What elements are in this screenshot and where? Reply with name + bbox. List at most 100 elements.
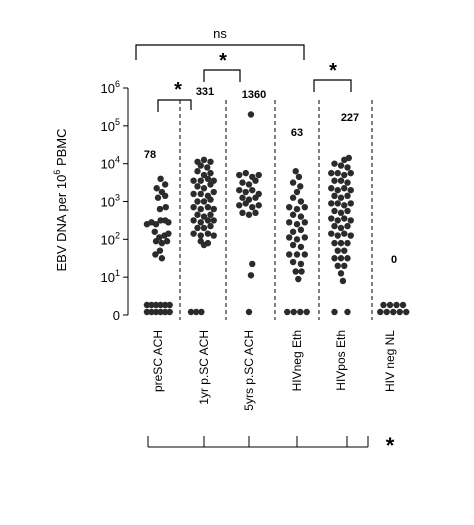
data-point [197,205,204,213]
y-tick-label: 102 [101,230,120,247]
median-label: 331 [196,86,214,98]
data-point [187,308,195,316]
data-point [190,203,197,211]
data-point [297,308,304,316]
y-tick-label: 105 [101,117,120,134]
data-point [301,234,308,241]
data-point [337,194,345,201]
data-point [341,202,348,209]
data-point [153,185,160,192]
median-label: 63 [291,127,303,139]
data-point [386,301,394,309]
data-point [347,217,354,224]
data-point [293,236,301,243]
significance-bracket [313,79,352,92]
data-point [200,198,208,205]
data-point [293,188,301,196]
data-point [396,308,403,316]
data-point [157,175,164,182]
data-point [328,215,335,222]
data-point [337,239,345,247]
data-point [194,183,201,190]
data-point [163,238,171,245]
data-point [245,308,253,316]
data-point [197,219,204,226]
data-point [158,239,166,247]
data-point [284,308,291,316]
data-point [166,301,173,309]
data-point [210,188,217,196]
data-point [380,301,387,309]
data-point [347,186,354,194]
data-point [245,181,253,188]
significance-label-ns: ns [213,26,227,41]
data-point [157,308,164,316]
data-point [289,211,297,218]
data-point [154,194,162,201]
data-point [339,277,347,285]
data-point [344,222,351,230]
data-point [334,217,341,224]
category-label: 5yrs p.SC ACH [242,330,256,411]
data-point [344,192,351,200]
data-point [292,168,299,175]
data-point [337,270,345,277]
data-point [286,251,293,258]
data-point [242,188,249,196]
data-point [303,308,310,316]
data-point [295,173,303,181]
category-label: HIV neg NL [383,330,397,392]
data-point [341,215,348,222]
data-point [399,301,407,309]
y-tick-label: 0 [113,308,120,323]
data-point [341,185,348,192]
data-point [152,251,159,258]
data-point [255,202,262,209]
data-point [194,211,201,218]
data-point [239,179,246,186]
data-point [210,205,217,213]
data-point [210,217,217,224]
data-point [328,169,335,177]
data-point [158,255,166,262]
data-point [152,221,160,228]
data-point [252,209,259,217]
data-point [148,301,155,309]
data-point [165,219,172,226]
data-point [293,251,301,258]
data-point [334,232,341,239]
data-point [247,272,255,279]
data-point [334,262,341,270]
data-point [194,224,201,232]
median-label: 1360 [242,89,266,101]
data-point [207,181,214,188]
significance-bracket [157,99,192,112]
data-point [297,213,305,220]
data-point [197,177,204,184]
data-point [249,186,256,194]
data-point [236,171,243,179]
data-point [252,194,259,201]
y-tick-label: 103 [101,193,120,210]
data-point [143,308,151,316]
data-point [166,308,173,316]
data-point [297,226,305,234]
median-label: 227 [341,112,359,124]
data-point [242,169,249,177]
data-point [341,262,348,270]
data-point [301,203,308,211]
data-point [341,247,348,254]
data-point [289,179,297,186]
data-point [286,203,293,211]
data-point [331,255,338,262]
y-tick-label: 106 [101,79,120,96]
data-point [297,243,305,251]
data-point [194,198,201,205]
data-point [403,308,410,316]
data-point [236,202,243,209]
data-point [193,308,200,316]
data-point [204,203,212,211]
data-point [328,200,335,207]
data-point [331,192,338,200]
y-tick-label: 104 [101,155,120,172]
